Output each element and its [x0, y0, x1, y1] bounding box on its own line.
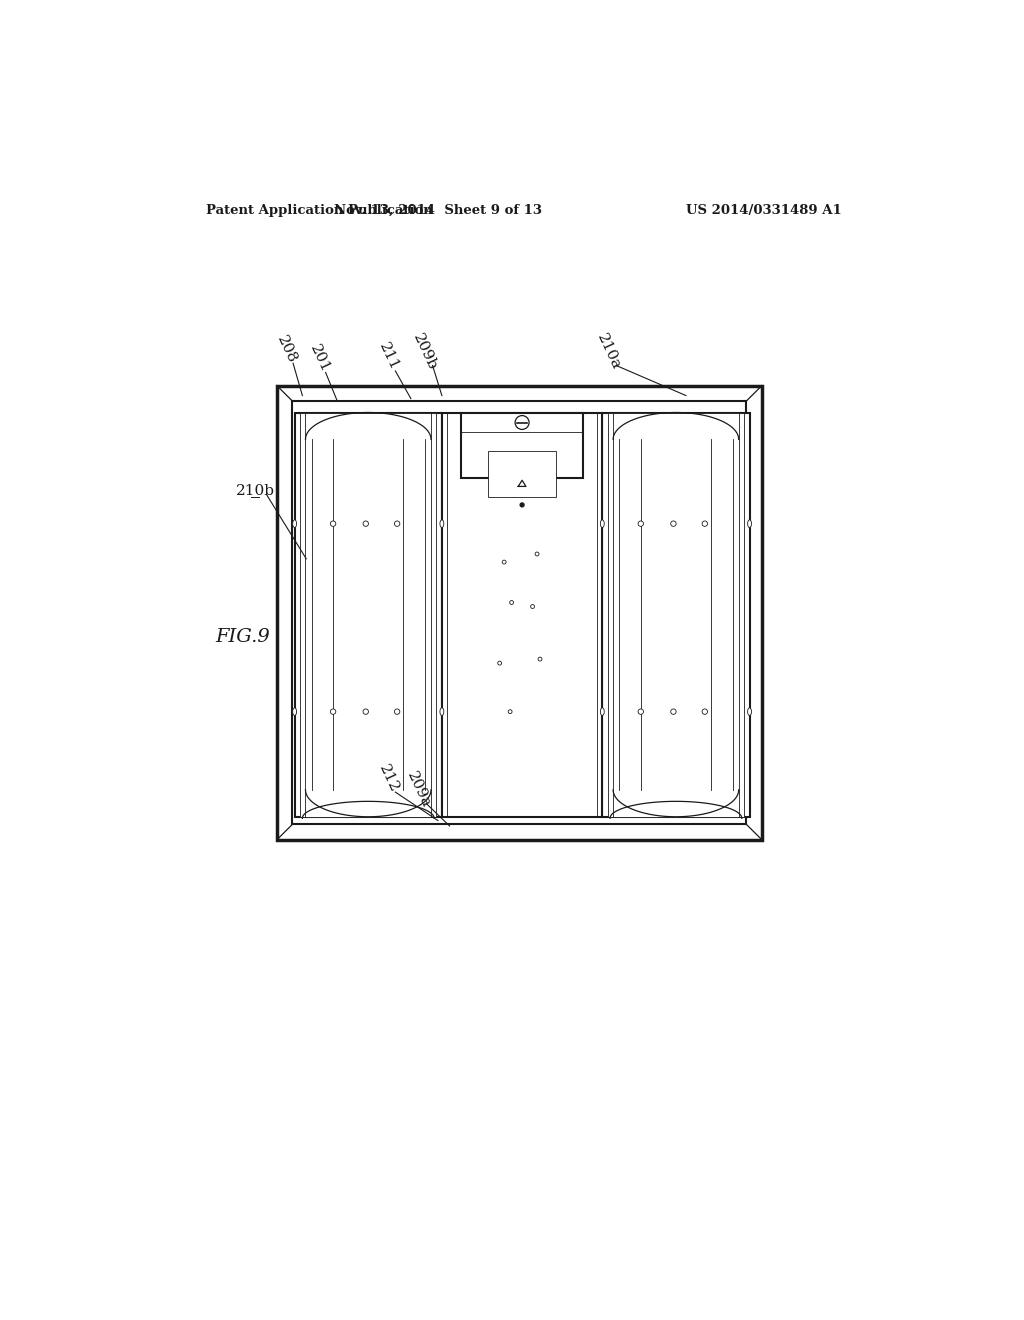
Text: FIG.9: FIG.9 — [215, 628, 269, 647]
Text: 210b: 210b — [236, 484, 274, 498]
Bar — [295, 412, 442, 817]
Text: 212: 212 — [377, 762, 401, 795]
Circle shape — [536, 552, 539, 556]
Ellipse shape — [748, 520, 752, 528]
Text: 211: 211 — [377, 341, 401, 374]
Bar — [300, 412, 436, 817]
Circle shape — [638, 521, 643, 527]
Circle shape — [671, 521, 676, 527]
Circle shape — [638, 709, 643, 714]
Text: US 2014/0331489 A1: US 2014/0331489 A1 — [686, 205, 842, 218]
Bar — [461, 412, 583, 478]
Text: 209a: 209a — [404, 770, 433, 810]
Ellipse shape — [293, 520, 297, 528]
Text: 209b: 209b — [411, 331, 439, 372]
Circle shape — [515, 416, 529, 429]
Text: Patent Application Publication: Patent Application Publication — [206, 205, 432, 218]
Ellipse shape — [600, 520, 604, 528]
Circle shape — [331, 709, 336, 714]
Circle shape — [331, 521, 336, 527]
Circle shape — [702, 521, 708, 527]
Ellipse shape — [600, 708, 604, 715]
Ellipse shape — [748, 708, 752, 715]
Circle shape — [510, 601, 514, 605]
Circle shape — [498, 661, 502, 665]
Circle shape — [394, 521, 399, 527]
Bar — [488, 451, 556, 498]
Circle shape — [520, 503, 524, 507]
Circle shape — [508, 710, 512, 714]
Circle shape — [364, 709, 369, 714]
Bar — [602, 412, 750, 817]
Text: Nov. 13, 2014  Sheet 9 of 13: Nov. 13, 2014 Sheet 9 of 13 — [334, 205, 542, 218]
Circle shape — [530, 605, 535, 609]
Circle shape — [364, 521, 369, 527]
Circle shape — [538, 657, 542, 661]
Bar — [276, 385, 762, 840]
Bar — [607, 412, 744, 817]
Circle shape — [671, 709, 676, 714]
Circle shape — [502, 560, 506, 564]
Ellipse shape — [440, 520, 443, 528]
Circle shape — [702, 709, 708, 714]
Bar — [442, 412, 602, 817]
Text: 210a: 210a — [594, 331, 623, 372]
Text: 208: 208 — [274, 333, 299, 366]
Circle shape — [394, 709, 399, 714]
Ellipse shape — [440, 708, 443, 715]
Bar — [292, 401, 746, 825]
Text: 201: 201 — [307, 342, 332, 375]
Ellipse shape — [293, 708, 297, 715]
